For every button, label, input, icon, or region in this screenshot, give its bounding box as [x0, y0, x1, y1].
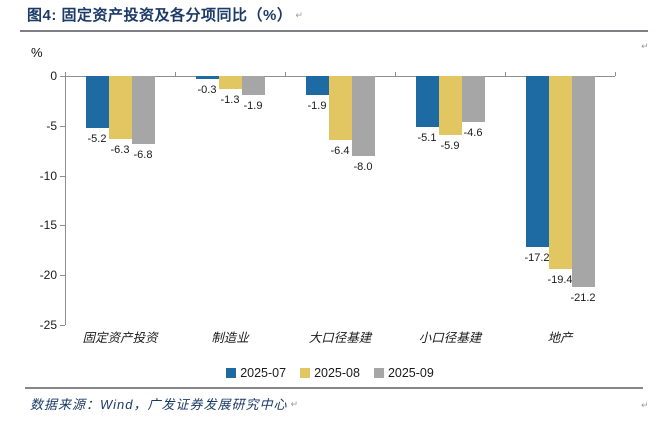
y-axis-tick	[60, 225, 65, 227]
paragraph-return-mark: ↵	[290, 399, 300, 409]
bar	[461, 76, 485, 122]
paragraph-return-mark: ↵	[295, 10, 304, 20]
y-axis-tick-label: -10	[39, 168, 57, 183]
bar-value-label: -0.3	[197, 83, 217, 96]
paragraph-return-mark: ↵	[641, 41, 649, 51]
y-axis-tick-label: -15	[39, 218, 57, 233]
y-axis-tick	[60, 175, 65, 177]
figure-title: 图4: 固定资产投资及各分项同比（%） ↵	[27, 4, 303, 25]
bar-value-label: -8.0	[353, 160, 373, 173]
bar	[328, 76, 352, 140]
x-axis-category-label: 地产	[547, 331, 573, 345]
bar	[571, 76, 595, 288]
x-axis-tick	[505, 72, 506, 76]
legend-item: 2025-08	[300, 366, 360, 380]
bar-value-label: -6.8	[133, 148, 153, 161]
bar-value-label: -5.1	[417, 131, 437, 144]
x-axis-tick	[395, 72, 396, 76]
bar	[108, 76, 132, 139]
legend-swatch-icon	[226, 368, 237, 378]
chart-legend: 2025-07 2025-08 2025-09	[0, 366, 660, 380]
data-source-line: 数据来源：Wind，广发证券发展研究中心 ↵	[30, 394, 299, 413]
legend-label: 2025-08	[314, 366, 360, 380]
bar	[351, 76, 375, 156]
bar	[85, 76, 109, 128]
legend-swatch-icon	[300, 368, 311, 378]
legend-label: 2025-07	[240, 366, 287, 380]
y-axis-tick	[60, 275, 65, 277]
y-axis-tick	[60, 76, 65, 77]
figure-title-text: 图4: 固定资产投资及各分项同比（%）	[27, 7, 293, 24]
legend-label: 2025-09	[387, 366, 434, 380]
legend-item: 2025-07	[226, 366, 286, 380]
x-axis-category-label: 制造业	[211, 331, 249, 345]
title-divider	[20, 30, 648, 32]
y-axis-tick-label: -20	[39, 268, 57, 283]
bar-value-label: -1.3	[220, 93, 240, 106]
bar	[525, 76, 549, 248]
bar-value-label: -17.2	[524, 252, 550, 265]
x-axis-category-label: 大口径基建	[308, 331, 372, 345]
x-axis-category-label: 小口径基建	[418, 331, 482, 345]
bar-value-label: -6.4	[330, 144, 350, 157]
bar-value-label: -21.2	[570, 292, 596, 305]
bar	[548, 76, 572, 270]
x-axis-tick	[65, 72, 66, 76]
bar-value-label: -6.3	[110, 143, 130, 156]
x-axis-tick	[285, 72, 286, 76]
bar	[305, 76, 329, 95]
y-axis-tick-label: 0	[50, 69, 57, 83]
bar-value-label: -1.9	[307, 99, 327, 112]
bar-value-label: -4.6	[463, 126, 483, 139]
bar-value-label: -19.4	[547, 274, 573, 287]
y-axis-tick	[60, 125, 65, 127]
bar	[195, 76, 219, 79]
bar-value-label: -5.2	[87, 132, 107, 145]
footer-divider	[25, 387, 643, 389]
bar	[218, 76, 242, 89]
y-axis-unit-label: %	[31, 45, 43, 60]
y-axis-tick-label: -25	[39, 318, 57, 332]
legend-item: 2025-09	[373, 366, 434, 380]
bar-value-label: -5.9	[440, 139, 460, 152]
bar	[131, 76, 155, 144]
x-axis-tick	[175, 72, 176, 76]
x-axis-category-label: 固定资产投资	[82, 331, 158, 345]
y-axis-line	[65, 76, 66, 325]
bar-value-label: -1.9	[243, 99, 263, 112]
bar	[438, 76, 462, 135]
y-axis-tick-label: -5	[46, 118, 57, 133]
x-axis-tick	[615, 72, 616, 76]
bar	[415, 76, 439, 127]
paragraph-return-mark: ↵	[641, 400, 649, 410]
bar	[241, 76, 265, 95]
data-source-text: 数据来源：Wind，广发证券发展研究中心	[30, 397, 288, 412]
legend-swatch-icon	[373, 368, 384, 378]
y-axis-tick	[60, 325, 65, 326]
